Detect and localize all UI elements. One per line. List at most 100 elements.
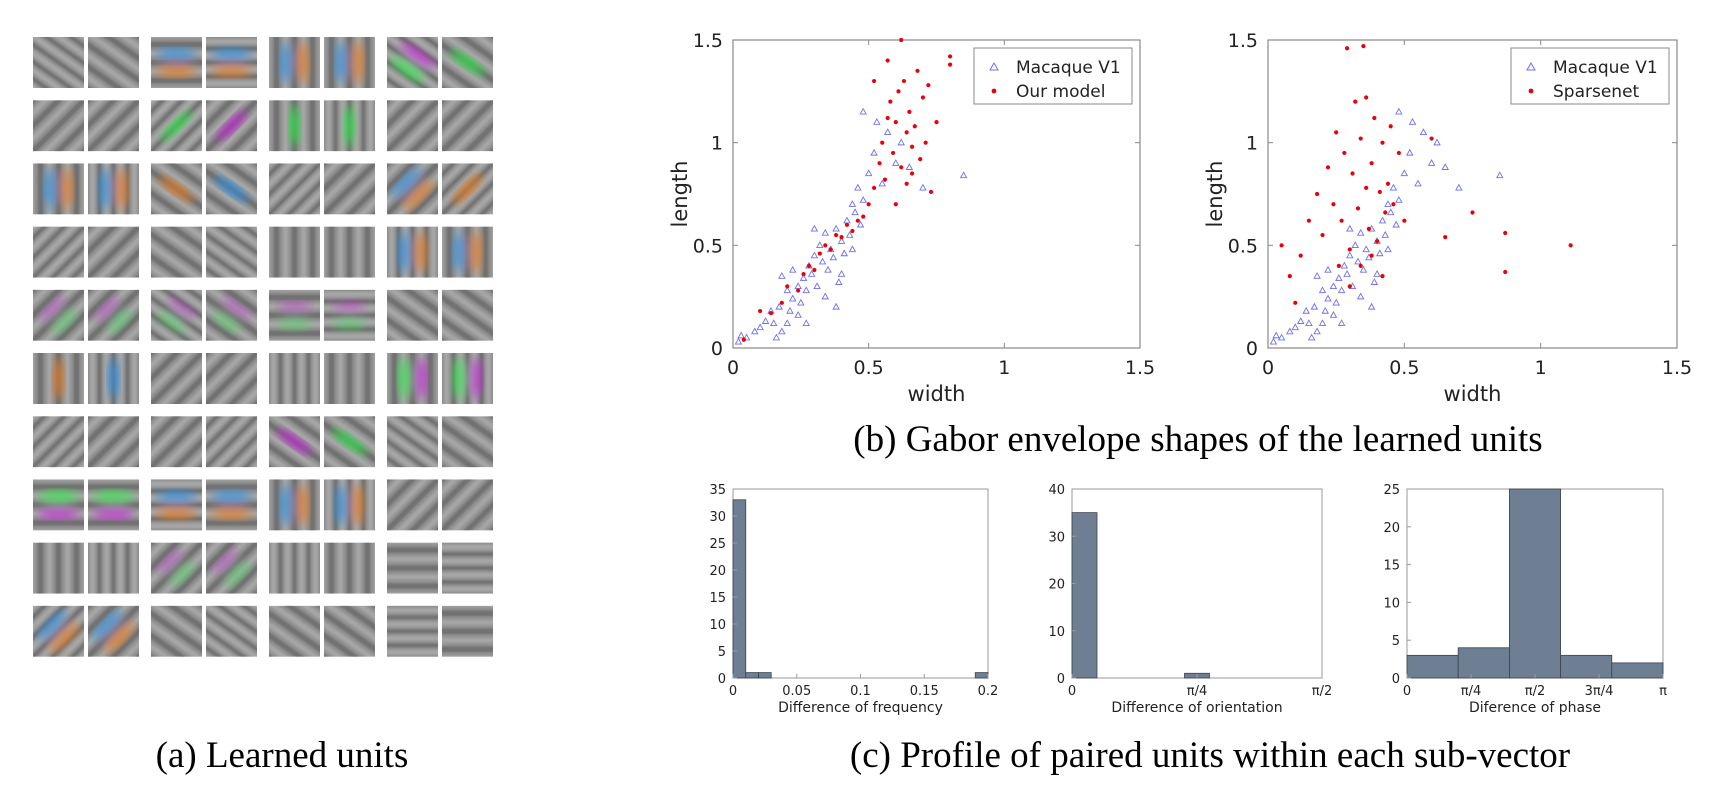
x-tick-label: 0.2 [978,684,999,699]
unit-tile [33,163,84,215]
data-point-macaque [1427,159,1436,166]
data-point-model [1298,253,1303,258]
x-tick-label: 1.5 [1662,357,1692,379]
data-point-model [1314,191,1320,197]
data-point-model [796,288,801,293]
data-point-macaque [848,245,857,253]
unit-tile [33,226,84,278]
data-point-macaque [1346,224,1354,232]
data-point-macaque [1414,179,1422,187]
unit-tile [442,226,493,278]
data-point-macaque [840,249,849,257]
data-point-macaque [897,138,905,146]
unit-tile [387,605,438,657]
unit-tile [88,100,139,152]
data-point-model [1369,161,1374,166]
unit-tile [88,226,139,278]
data-point-model [1568,243,1573,248]
data-point-model [1366,226,1371,232]
data-point-macaque [1340,261,1349,269]
y-tick-label: 5 [718,645,726,660]
data-point-model [1361,44,1366,49]
unit-tile [442,163,493,215]
data-point-macaque [816,241,824,248]
unit-tile [151,226,202,278]
data-point-model [817,251,822,256]
data-point-model [839,235,844,240]
x-tick-label: 0 [1068,684,1076,699]
data-point-macaque [1395,107,1403,115]
data-point-model [850,228,855,234]
data-point-macaque [1384,245,1392,253]
unit-tile [151,37,202,88]
x-tick-label: 0.05 [782,684,811,699]
histogram-orientation: 0 π/4 π/2 0 10 20 30 40 Difference of orientatio… [1048,483,1332,716]
legend-marker [991,88,997,94]
data-point-macaque [1400,169,1409,177]
unit-tile [206,353,257,404]
unit-tile [33,353,84,404]
data-point-macaque [1389,183,1398,191]
data-point-macaque [1496,171,1504,179]
plot-area [732,488,989,679]
data-point-model [1339,218,1344,223]
data-point-model [823,243,828,248]
y-tick-label: 5 [1392,634,1400,649]
data-point-macaque [818,257,827,265]
unit-tile [269,605,320,657]
histogram-bar [758,672,772,679]
data-point-model [1320,232,1325,238]
y-axis-label: length [668,161,692,228]
data-point-model [741,337,746,342]
data-point-macaque [1356,228,1365,236]
data-point-model [909,144,915,149]
data-point-macaque [829,253,838,261]
unit-tile [33,605,84,657]
unit-tile [151,353,202,404]
unit-tile [387,542,438,594]
legend-label: Macaque V1 [1553,58,1658,78]
data-point-model [1380,274,1385,279]
data-point-macaque [794,311,802,318]
unit-tile [269,100,320,152]
unit-tile [88,163,139,215]
unit-tile [324,479,375,531]
unit-tile [88,37,139,88]
data-point-macaque [1346,251,1354,259]
data-point-model [904,181,909,186]
data-point-macaque [1296,317,1305,324]
x-tick-label: 0 [1403,684,1411,699]
data-point-model [1306,218,1311,223]
data-point-macaque [1337,319,1346,327]
plot-area [1071,488,1323,679]
x-tick-label: π [1659,684,1667,699]
unit-tile [269,289,320,341]
data-point-model [871,78,877,84]
data-point-macaque [1321,306,1330,314]
histogram-bar [745,672,759,679]
data-point-macaque [1386,208,1395,216]
data-point-model [888,99,893,104]
unit-tile [387,479,438,531]
data-point-model [1470,210,1475,215]
unit-tile [206,416,257,468]
data-point-macaque [1381,230,1390,238]
data-point-model [1377,189,1382,195]
data-point-macaque [1310,302,1319,310]
data-point-macaque [864,169,873,177]
data-point-macaque [883,128,892,136]
data-point-macaque [1367,302,1376,310]
data-point-macaque [1384,200,1392,207]
unit-tile [269,226,320,278]
data-point-macaque [1335,274,1343,281]
data-point-model [885,115,890,121]
data-point-macaque [810,251,819,259]
data-point-macaque [742,333,751,341]
x-tick-label: 0 [1262,357,1274,379]
unit-tile [88,605,139,657]
unit-tile [33,479,84,531]
unit-tile [151,100,202,152]
data-point-macaque [821,292,830,300]
x-axis-label: width [1444,382,1502,406]
unit-tile [324,605,375,657]
